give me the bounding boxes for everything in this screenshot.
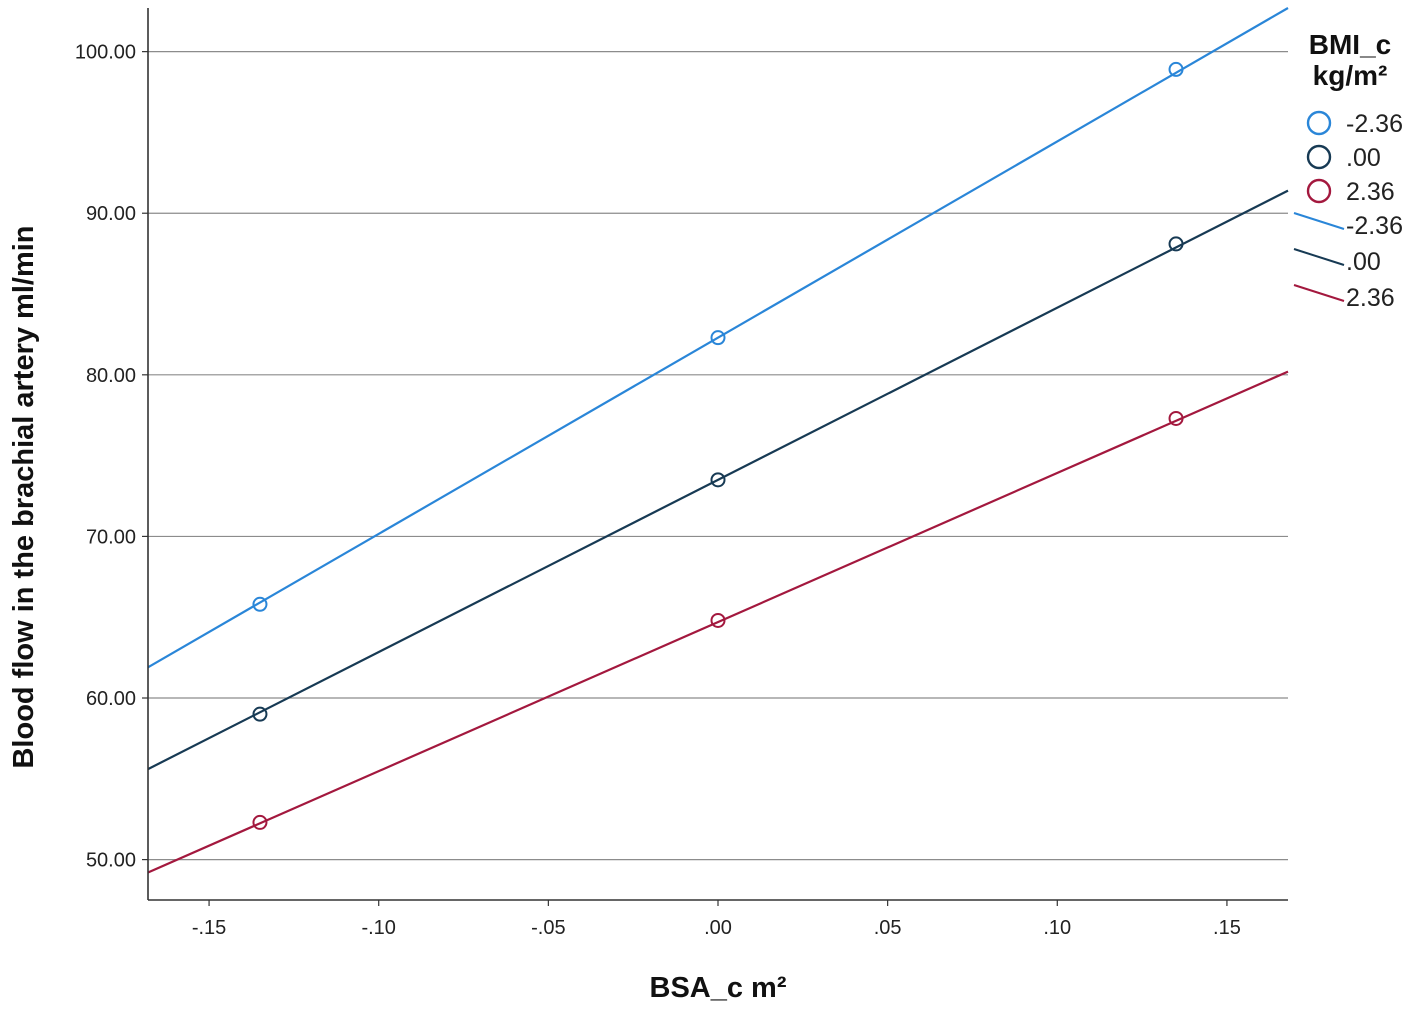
legend-marker [1306,144,1332,170]
data-point [252,814,268,830]
legend-title-line1: BMI_c [1309,29,1391,60]
legend-marker-label: 2.36 [1346,178,1395,206]
fit-lines [147,7,1289,874]
x-axis-title: BSA_c m² [650,972,787,1004]
y-axis-ticks: 50.00 60.00 70.00 80.00 90.00 100.00 [75,42,148,872]
x-tick-label: .00 [704,917,732,939]
data-point [252,706,268,722]
legend-line [1293,248,1345,266]
x-axis-ticks: -.15 -.10 -.05 .00 .05 .10 .15 [192,900,1241,939]
x-tick-label: -.05 [531,917,565,939]
x-tick-label: .15 [1213,917,1241,939]
data-point [710,612,726,628]
data-point [252,596,268,612]
y-tick-label: 60.00 [86,688,136,710]
legend-marker-label: .00 [1346,144,1381,172]
grid-lines [148,51,1288,861]
legend-items: -2.36 .00 2.36 -2.36 .00 2.36 [1293,110,1403,312]
y-tick-label: 100.00 [75,42,136,64]
fit-line [147,7,1289,669]
y-tick-label: 90.00 [86,203,136,225]
legend: BMI_c kg/m² -2.36 .00 2.36 -2.36 .00 2.36 [1293,29,1403,312]
legend-title-line2: kg/m² [1313,60,1388,91]
x-tick-label: .05 [874,917,902,939]
data-point [1168,236,1184,252]
fit-line [147,189,1289,771]
legend-line-label: 2.36 [1346,284,1395,312]
legend-line [1293,212,1345,230]
data-markers [252,61,1184,830]
legend-line [1293,284,1345,302]
x-tick-label: .10 [1043,917,1071,939]
legend-marker-label: -2.36 [1346,110,1403,138]
data-point [1168,410,1184,426]
y-tick-label: 70.00 [86,526,136,548]
data-point [1168,61,1184,77]
data-point [710,330,726,346]
data-point [710,472,726,488]
legend-marker [1306,178,1332,204]
legend-marker [1306,110,1332,136]
legend-line-label: -2.36 [1346,212,1403,240]
fit-line [147,370,1289,874]
y-tick-label: 80.00 [86,365,136,387]
y-axis-title: Blood flow in the brachial artery ml/min [8,225,40,768]
legend-line-label: .00 [1346,248,1381,276]
x-tick-label: -.15 [192,917,226,939]
x-tick-label: -.10 [361,917,395,939]
y-tick-label: 50.00 [86,850,136,872]
